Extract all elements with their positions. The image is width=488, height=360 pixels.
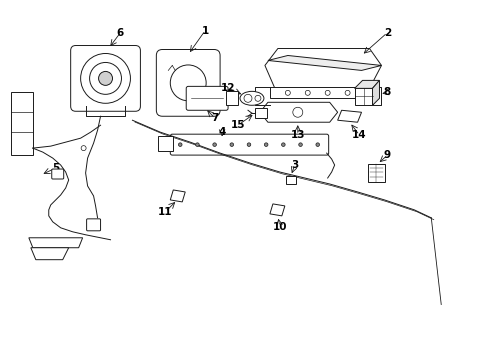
Polygon shape	[11, 92, 33, 155]
Polygon shape	[260, 102, 337, 122]
FancyBboxPatch shape	[170, 134, 328, 155]
Polygon shape	[354, 88, 372, 105]
Circle shape	[244, 94, 251, 102]
Circle shape	[325, 90, 329, 95]
Polygon shape	[269, 87, 367, 98]
FancyBboxPatch shape	[86, 219, 101, 231]
Circle shape	[264, 143, 267, 147]
Text: 7: 7	[211, 113, 218, 123]
Text: 6: 6	[117, 28, 124, 37]
Circle shape	[89, 62, 121, 94]
FancyBboxPatch shape	[71, 45, 140, 111]
Circle shape	[195, 143, 199, 147]
Text: 14: 14	[351, 130, 366, 140]
Circle shape	[170, 65, 206, 101]
Text: 9: 9	[383, 150, 390, 160]
Text: 5: 5	[52, 163, 59, 173]
Polygon shape	[285, 176, 295, 184]
Text: 13: 13	[290, 130, 305, 140]
Circle shape	[305, 90, 309, 95]
Polygon shape	[158, 136, 173, 151]
Text: 10: 10	[272, 222, 286, 232]
Circle shape	[229, 143, 233, 147]
Text: 8: 8	[383, 87, 390, 97]
Polygon shape	[267, 55, 381, 71]
FancyBboxPatch shape	[52, 169, 63, 179]
Circle shape	[212, 143, 216, 147]
Polygon shape	[367, 164, 385, 182]
FancyBboxPatch shape	[156, 50, 220, 116]
Circle shape	[99, 71, 112, 85]
Polygon shape	[269, 204, 285, 216]
Polygon shape	[29, 238, 82, 248]
Polygon shape	[372, 80, 379, 105]
Circle shape	[281, 143, 285, 147]
Polygon shape	[354, 80, 379, 88]
Ellipse shape	[240, 91, 264, 105]
Polygon shape	[254, 108, 266, 118]
Polygon shape	[225, 91, 238, 105]
Text: 11: 11	[158, 207, 172, 217]
Polygon shape	[170, 190, 185, 202]
Circle shape	[81, 146, 86, 150]
Text: 4: 4	[218, 127, 225, 137]
Circle shape	[81, 54, 130, 103]
FancyBboxPatch shape	[186, 86, 227, 110]
Text: 1: 1	[201, 26, 208, 36]
Circle shape	[315, 143, 319, 147]
Text: 2: 2	[383, 28, 390, 37]
Circle shape	[247, 143, 250, 147]
Polygon shape	[31, 248, 68, 260]
Polygon shape	[264, 49, 381, 88]
Circle shape	[345, 90, 349, 95]
Circle shape	[298, 143, 302, 147]
Text: 15: 15	[230, 120, 245, 130]
Text: 3: 3	[290, 160, 298, 170]
Circle shape	[285, 90, 290, 95]
Circle shape	[292, 107, 302, 117]
Polygon shape	[337, 110, 361, 122]
Circle shape	[178, 143, 182, 147]
Text: 12: 12	[221, 84, 235, 93]
Circle shape	[254, 95, 261, 101]
